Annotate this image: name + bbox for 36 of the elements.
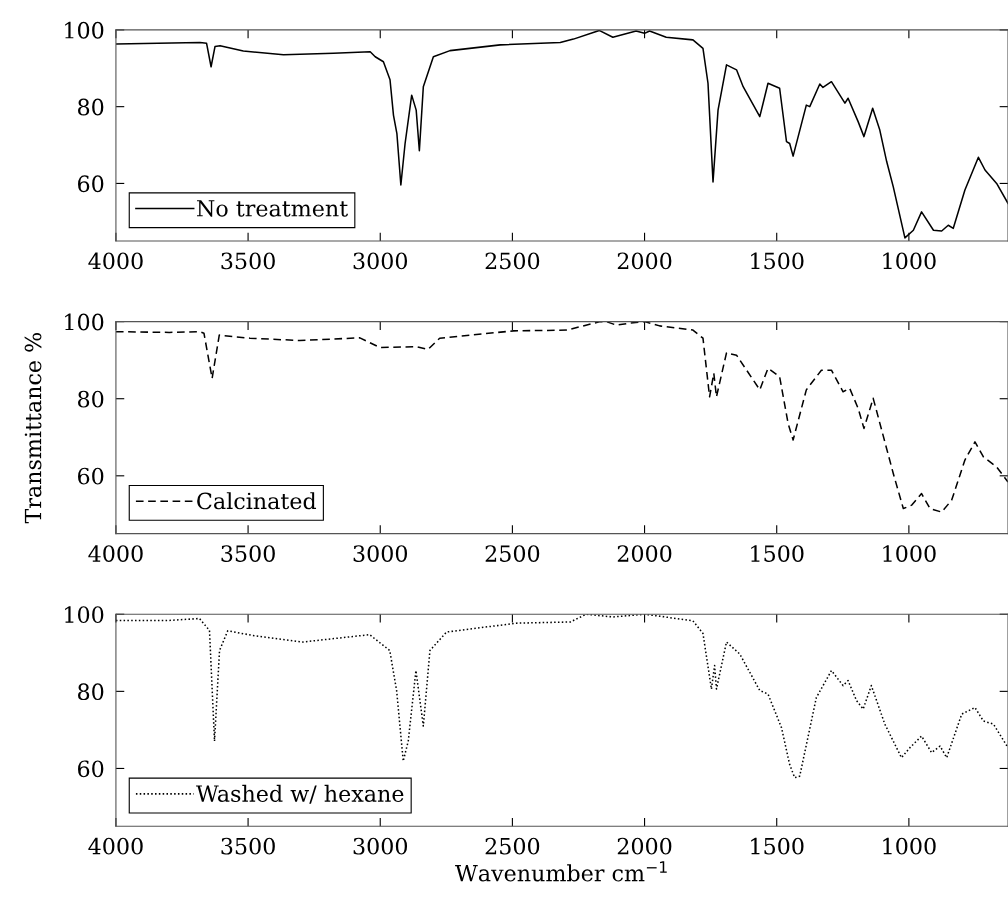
x-tick-label: 1500 — [751, 252, 804, 270]
y-tick-label: 60 — [78, 760, 104, 778]
x-tick-label: 1000 — [883, 252, 936, 270]
x-tick-label: 3000 — [353, 545, 408, 562]
x-tick-label: 2000 — [617, 545, 672, 562]
x-tick-label: 1500 — [751, 837, 804, 855]
x-tick-label: 1500 — [751, 545, 804, 562]
legend-label: No treatment — [197, 200, 348, 217]
x-tick-label: 1000 — [883, 837, 936, 855]
legend-label: Washed w/ hexane — [196, 784, 404, 804]
y-tick-label: 80 — [78, 390, 104, 408]
x-tick-label: 1000 — [883, 545, 936, 562]
x-tick-label: 4000 — [88, 837, 143, 855]
x-tick-label: 3000 — [353, 252, 408, 270]
y-tick-label: 60 — [78, 175, 104, 193]
y-tick-label: 60 — [78, 467, 104, 485]
y-tick-label: 100 — [65, 606, 104, 624]
x-tick-label: 4000 — [88, 545, 143, 562]
y-tick-label: 100 — [65, 313, 104, 331]
line-series — [115, 29, 1008, 239]
x-tick-label: 3500 — [221, 252, 275, 270]
x-tick-label: 2000 — [617, 837, 672, 855]
x-tick-label: 2000 — [617, 252, 672, 270]
y-tick-label: 80 — [78, 98, 104, 116]
y-axis-title: Transmittance % — [24, 332, 42, 524]
y-tick-label: 100 — [65, 21, 104, 39]
x-axis-title: Wavenumber cm$^{−1}$ — [455, 861, 667, 882]
legend-label: Calcinated — [197, 492, 317, 510]
x-tick-label: 2500 — [485, 837, 540, 855]
x-tick-label: 3500 — [221, 545, 275, 562]
x-tick-label: 2500 — [485, 545, 540, 562]
x-tick-label: 4000 — [88, 252, 143, 270]
x-tick-label: 3000 — [353, 837, 408, 855]
y-tick-label: 80 — [78, 683, 104, 701]
x-tick-label: 2500 — [485, 252, 540, 270]
x-tick-label: 3500 — [221, 837, 275, 855]
